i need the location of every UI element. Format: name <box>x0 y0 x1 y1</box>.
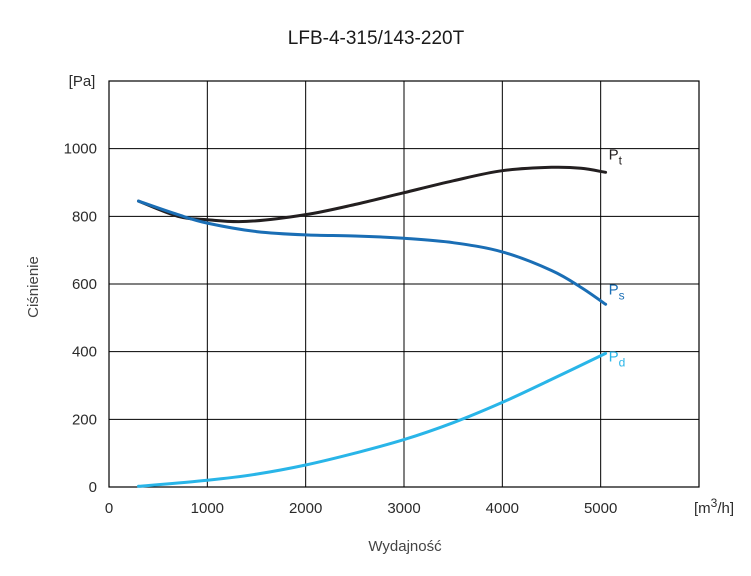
series-line-pt <box>137 165 608 224</box>
series-label-pd: Pd <box>609 348 626 369</box>
y-axis-ticks: 0 200 400 600 800 1000 <box>64 141 97 496</box>
series-label-ps: Ps <box>609 281 625 302</box>
y-tick-label: 400 <box>72 344 97 361</box>
y-axis-label: Ciśnienie <box>25 256 42 318</box>
x-axis-ticks: 0 1000 2000 3000 4000 5000 <box>105 500 618 517</box>
series-label-pt: Pt <box>609 146 623 167</box>
series-labels: Pt Ps Pd <box>609 146 626 369</box>
series-lines <box>137 165 608 488</box>
x-tick-label: 4000 <box>486 500 519 517</box>
series-line-pd <box>137 351 608 488</box>
plot-frame <box>108 80 700 488</box>
y-tick-label: 200 <box>72 411 97 428</box>
y-unit-label: [Pa] <box>69 73 96 90</box>
x-tick-label: 1000 <box>191 500 224 517</box>
chart-title: LFB-4-315/143-220T <box>288 28 465 49</box>
y-tick-label: 600 <box>72 276 97 293</box>
series-line-ps <box>137 199 608 306</box>
y-tick-label: 0 <box>89 479 97 496</box>
x-tick-label: 5000 <box>584 500 617 517</box>
x-unit-label: [m3/h] <box>694 496 734 517</box>
x-tick-label: 3000 <box>387 500 420 517</box>
x-tick-label: 2000 <box>289 500 322 517</box>
y-tick-label: 1000 <box>64 141 97 158</box>
x-tick-label: 0 <box>105 500 113 517</box>
y-tick-label: 800 <box>72 208 97 225</box>
x-axis-label: Wydajność <box>368 538 442 555</box>
grid <box>109 81 699 487</box>
